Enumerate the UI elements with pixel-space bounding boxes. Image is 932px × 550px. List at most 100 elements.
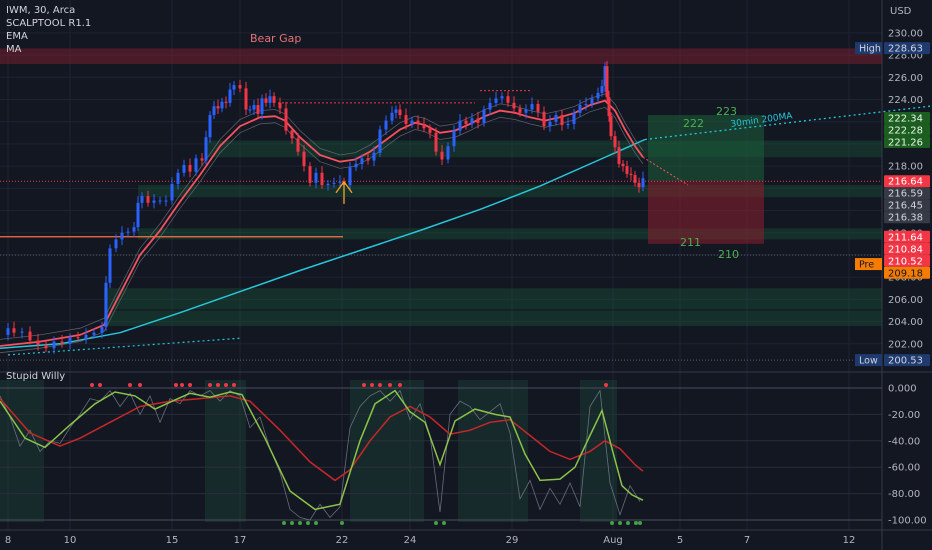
candle-body (12, 328, 16, 333)
candle-body (494, 98, 498, 103)
candle-body (536, 103, 540, 112)
level-name-tag (855, 354, 882, 367)
indicator-ema[interactable]: EMA (6, 31, 28, 42)
level-name-label: Low (859, 356, 878, 367)
candle-body (224, 101, 228, 103)
candle-body (446, 146, 450, 160)
candle-body (578, 105, 582, 113)
candle-body (366, 158, 370, 161)
osc-top-dot (224, 383, 228, 387)
level-222-label: 222 (683, 117, 704, 130)
ema-band-lower (0, 106, 644, 354)
indicator-scalptool[interactable]: SCALPTOOL R1.1 (6, 18, 92, 29)
price-tag-label: 216.45 (888, 201, 923, 212)
indicator-ma[interactable]: MA (6, 44, 22, 55)
osc-bottom-dot (638, 521, 642, 525)
osc-tick-label: -20.00 (888, 410, 920, 421)
ma-200-line (0, 138, 646, 349)
osc-top-dot (180, 383, 184, 387)
candle-body (434, 132, 438, 152)
price-tag-label: 221.26 (888, 137, 923, 148)
candle-body (114, 239, 118, 249)
symbol-title[interactable]: IWM, 30, Arca (6, 5, 76, 16)
candle-body (572, 112, 576, 124)
candle-body (488, 102, 492, 110)
candle-body (238, 85, 242, 89)
price-tag-label: 210.52 (888, 256, 923, 267)
candle-body (560, 115, 564, 126)
osc-tick-label: -100.00 (888, 516, 927, 527)
candle-body (140, 196, 144, 203)
candle-body (208, 115, 212, 138)
osc-top-dot (216, 383, 220, 387)
osc-top-dot (604, 383, 608, 387)
price-tag (884, 175, 930, 188)
candle-body (641, 178, 645, 188)
price-tick-label: 206.00 (888, 295, 923, 306)
bear-gap (0, 48, 882, 64)
time-tick-label: 5 (677, 535, 683, 546)
osc-top-dot (188, 383, 192, 387)
candle-body (108, 248, 112, 283)
candle-body (338, 181, 342, 183)
candle-body (76, 337, 80, 339)
candle-body (264, 98, 268, 103)
osc-tick-label: -60.00 (888, 463, 920, 474)
price-tag-label: 216.59 (888, 189, 923, 200)
candle-body (633, 175, 637, 183)
candle-body (625, 166, 629, 174)
candle-body (248, 109, 252, 111)
osc-signal-green (0, 389, 644, 511)
price-tick-label: 204.00 (888, 317, 923, 328)
candle-body (170, 183, 174, 201)
time-tick-label: Aug (603, 535, 623, 546)
price-tag (884, 266, 930, 279)
oscillator-title[interactable]: Stupid Willy (6, 371, 66, 382)
osc-shaded-zone (205, 380, 246, 522)
osc-top-dot (362, 383, 366, 387)
price-tick-label: 226.00 (888, 73, 923, 84)
time-tick-label: 7 (744, 535, 750, 546)
axis-layer: 202.00204.00206.00208.00210.00212.00214.… (5, 28, 930, 546)
candle-body (542, 111, 546, 127)
osc-signal-red (0, 395, 644, 482)
candle-body (146, 196, 150, 203)
osc-top-dot (98, 383, 102, 387)
candle-body (200, 158, 204, 161)
green-zone-a (104, 288, 882, 310)
price-tick-label: 230.00 (888, 28, 923, 39)
osc-bottom-dot (340, 521, 344, 525)
time-tick-label: 17 (234, 535, 247, 546)
candle-body (176, 172, 180, 184)
price-tag-label: 210.84 (888, 244, 923, 255)
candle-body (182, 165, 186, 173)
time-tick-label: 22 (336, 535, 349, 546)
candle-body (100, 327, 104, 333)
price-tag (884, 111, 930, 124)
osc-top-dot (208, 383, 212, 387)
osc-bottom-dot (442, 521, 446, 525)
price-tag-label: 216.38 (888, 213, 923, 224)
candle-body (278, 102, 282, 109)
candle-body (554, 115, 558, 122)
green-zone-b (104, 310, 882, 327)
candle-body (44, 344, 48, 349)
price-tag (884, 135, 930, 148)
zones-layer (0, 48, 882, 361)
candle-body (212, 106, 216, 116)
candle-body (252, 105, 256, 110)
candle-body (378, 129, 382, 153)
candle-body (410, 120, 414, 124)
candle-body (482, 109, 486, 123)
candle-body (390, 112, 394, 121)
candle-body (84, 334, 88, 339)
osc-bottom-dot (282, 521, 286, 525)
candle-body (394, 109, 398, 113)
candle-body (524, 109, 528, 113)
candle-body (584, 103, 588, 106)
candle-body (126, 231, 130, 233)
reversal-marker (335, 180, 353, 204)
